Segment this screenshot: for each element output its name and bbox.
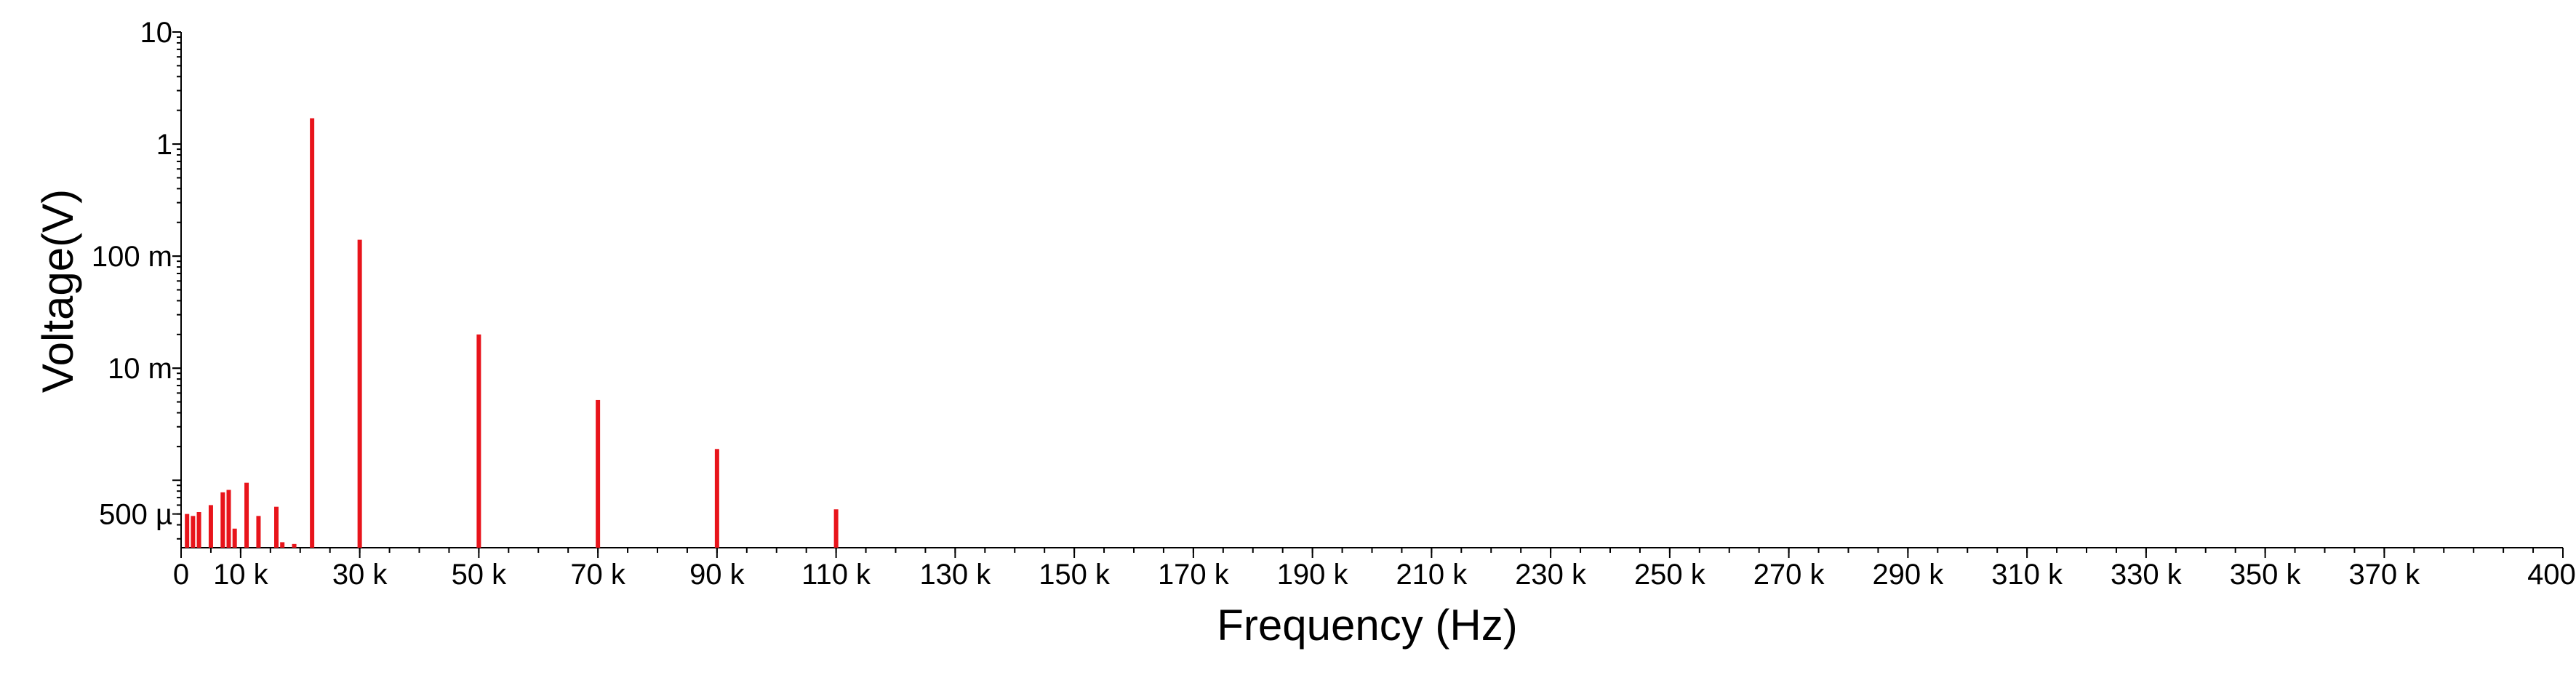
- y-tick-label: 10 m: [108, 353, 172, 385]
- x-tick-group: 0 10 k 30 k 50 k 70 k 90 k 110 k 130 k 150 k 170 …: [173, 548, 2576, 591]
- y-tick-label: 1: [156, 129, 172, 161]
- x-tick-label: 30 k: [332, 559, 388, 591]
- spectrum-bar: [232, 528, 237, 548]
- y-tick-label: 500 µ: [99, 499, 172, 531]
- spectrum-bar: [833, 509, 839, 548]
- spectrum-bar: [220, 492, 225, 548]
- spectrum-bar: [226, 490, 231, 548]
- spectrum-bar: [310, 118, 315, 548]
- spectrum-bar: [274, 506, 279, 548]
- x-tick-label: 70 k: [570, 559, 626, 591]
- x-tick-label: 270 k: [1753, 559, 1825, 591]
- x-tick-label: 90 k: [689, 559, 745, 591]
- y-tick-label: 10: [140, 17, 173, 49]
- x-tick-label: 400 k: [2527, 559, 2576, 591]
- spectrum-bar: [280, 542, 285, 548]
- x-tick-label: 0: [173, 559, 189, 591]
- x-tick-label: 10 k: [213, 559, 269, 591]
- y-tick-label: 100 m: [92, 241, 172, 273]
- bars-group: [185, 118, 839, 548]
- spectrum-bar: [714, 449, 719, 548]
- x-tick-label: 350 k: [2230, 559, 2302, 591]
- spectrum-bar: [185, 514, 190, 548]
- x-tick-label: 370 k: [2348, 559, 2420, 591]
- spectrum-bar: [476, 334, 481, 548]
- y-tick-group: 10 1 100 m 10 m 500 µ: [92, 17, 181, 540]
- spectrum-bar: [208, 505, 213, 548]
- spectrum-bar: [357, 239, 362, 548]
- spectrum-bar: [196, 511, 201, 548]
- x-tick-label: 310 k: [1991, 559, 2063, 591]
- spectrum-bar: [596, 399, 601, 548]
- spectrum-bar: [292, 543, 297, 548]
- x-tick-label: 110 k: [801, 559, 871, 591]
- y-axis-title: Voltage(V): [33, 189, 82, 393]
- x-tick-label: 230 k: [1515, 559, 1587, 591]
- x-tick-label: 190 k: [1277, 559, 1349, 591]
- spectrum-bar: [191, 516, 196, 548]
- x-tick-label: 290 k: [1872, 559, 1944, 591]
- spectrum-bar: [256, 516, 261, 548]
- x-tick-label: 170 k: [1158, 559, 1230, 591]
- x-tick-label: 210 k: [1396, 559, 1468, 591]
- x-tick-label: 330 k: [2111, 559, 2183, 591]
- x-tick-label: 250 k: [1634, 559, 1706, 591]
- x-tick-label: 150 k: [1039, 559, 1111, 591]
- x-axis-title: Frequency (Hz): [1217, 601, 1517, 650]
- x-tick-label: 130 k: [919, 559, 991, 591]
- spectrum-bar: [244, 482, 249, 548]
- x-tick-label: 50 k: [452, 559, 508, 591]
- plot-axes: [180, 32, 2563, 548]
